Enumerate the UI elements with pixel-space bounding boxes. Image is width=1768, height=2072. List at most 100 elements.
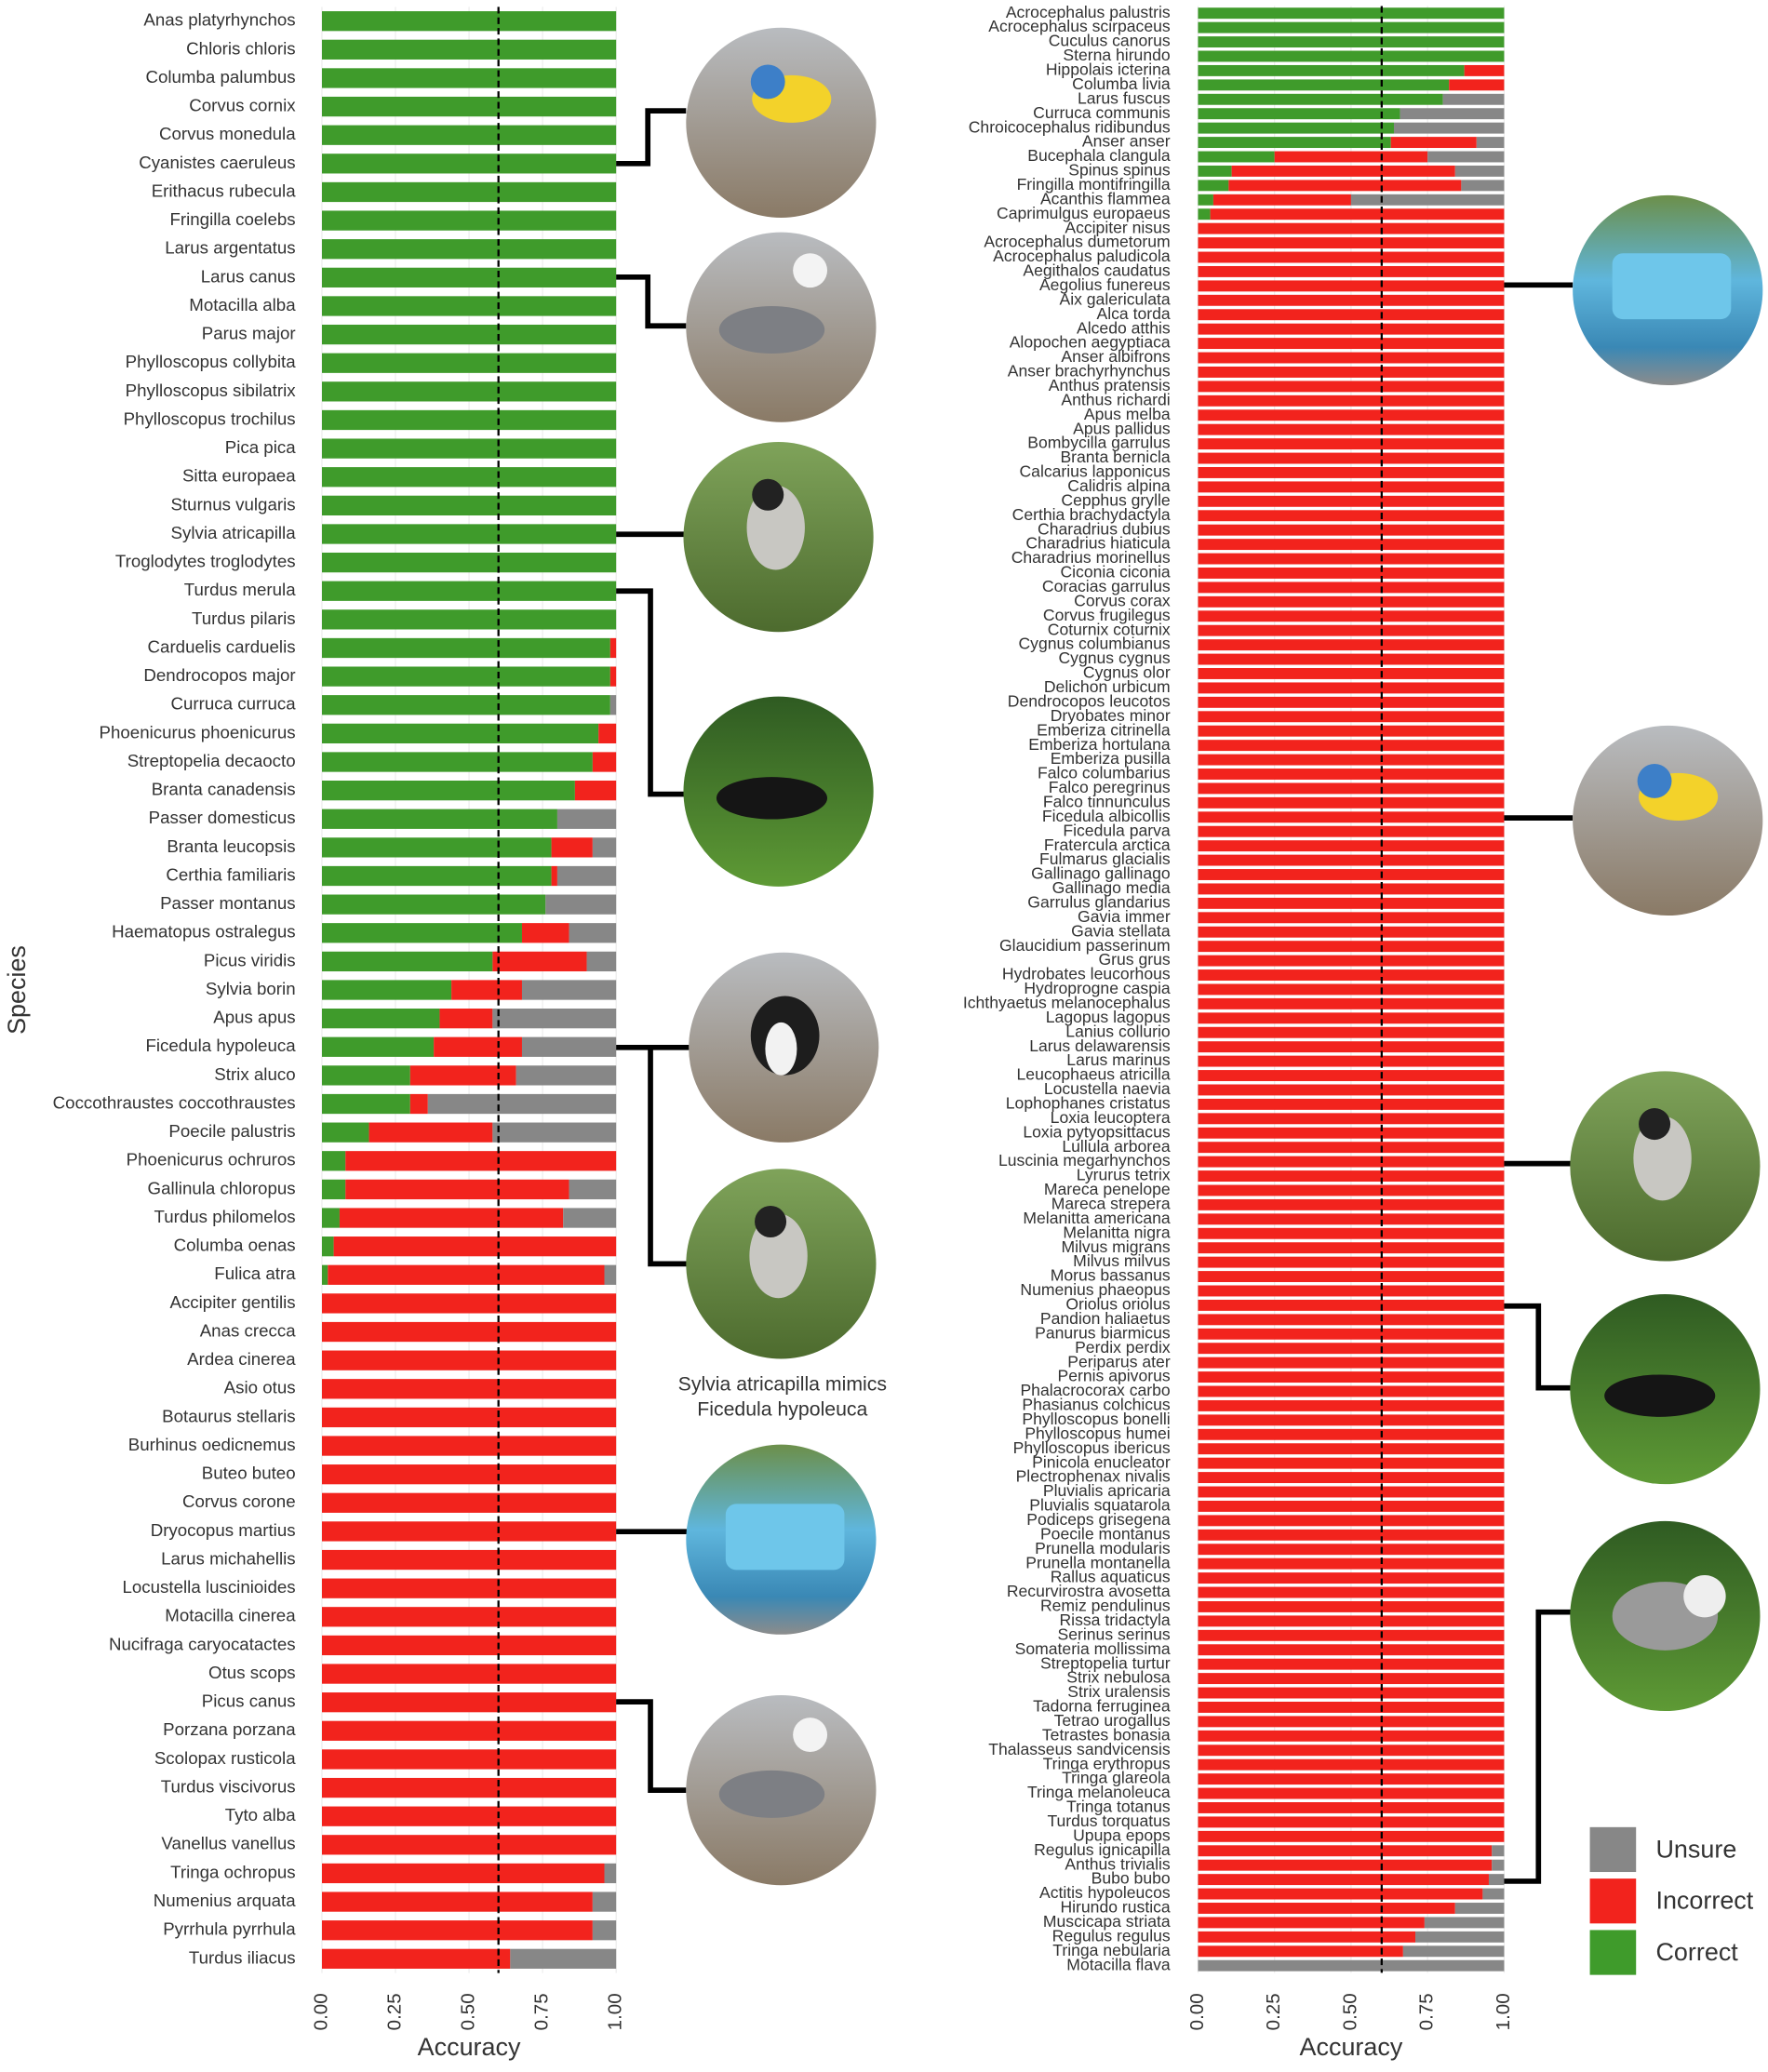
bar-segment (1198, 108, 1400, 120)
bar-segment (492, 1122, 617, 1143)
x-axis-label: Accuracy (418, 2033, 521, 2061)
bar-segment (434, 1036, 522, 1057)
bar-segment (1198, 1874, 1489, 1886)
bar-segment (492, 1009, 617, 1029)
category-label: Aegolius funereus (1039, 275, 1171, 294)
category-label: Turdus philomelos (154, 1207, 295, 1226)
category-label: Ichthyaetus melanocephalus (963, 994, 1171, 1012)
bar-segment (1198, 1256, 1505, 1268)
category-label: Hydroprogne caspia (1024, 979, 1171, 997)
bar-segment (492, 951, 587, 972)
bar-segment (321, 11, 617, 32)
bar-segment (1198, 1142, 1505, 1154)
bar-segment (1198, 381, 1505, 393)
bar-segment (321, 752, 593, 772)
category-label: Tetrao urogallus (1054, 1711, 1171, 1730)
bar-segment (1198, 1457, 1505, 1469)
bar-segment (609, 637, 617, 659)
photo-detail (716, 777, 828, 820)
category-label: Grus grus (1099, 950, 1171, 969)
category-label: Motacilla flava (1066, 1955, 1171, 1973)
bar-segment (1198, 668, 1505, 679)
bar-segment (1488, 1874, 1505, 1886)
category-label: Curruca curruca (171, 694, 297, 714)
bar-segment (1198, 1830, 1505, 1842)
bar-segment (521, 923, 569, 943)
category-label: Podiceps grisegena (1026, 1510, 1171, 1529)
category-label: Branta bernicla (1060, 448, 1170, 466)
category-label: Porzana porzana (163, 1719, 296, 1739)
bar-segment (1449, 79, 1505, 91)
bar-segment (1198, 1041, 1505, 1053)
category-label: Fringilla montifringilla (1017, 175, 1171, 194)
category-label: Luscinia megarhynchos (998, 1151, 1171, 1170)
bar-segment (321, 865, 552, 887)
bar-segment (1454, 1903, 1505, 1914)
bar-segment (1198, 1156, 1505, 1168)
bar-segment (1198, 338, 1505, 350)
bar-segment (1198, 1414, 1505, 1426)
category-label: Scolopax rusticola (154, 1748, 296, 1768)
x-tick-label: 0.25 (383, 1993, 405, 2030)
bar-segment (1198, 682, 1505, 694)
category-label: Acrocephalus dumetorum (984, 233, 1170, 251)
bar-segment (609, 666, 617, 687)
category-label: Strix nebulosa (1066, 1668, 1171, 1687)
bar-segment (321, 1635, 617, 1656)
x-tick-label: 0.75 (1416, 1993, 1438, 2030)
bar-segment (321, 353, 617, 373)
bar-segment (563, 1208, 617, 1228)
bar-segment (321, 666, 610, 687)
bar-segment (409, 1065, 516, 1086)
category-label: Lagopus lagopus (1046, 1008, 1171, 1026)
category-label: Dendrocopos leucotos (1008, 691, 1171, 710)
bar-segment (1198, 1787, 1505, 1799)
category-label: Botaurus stellaris (162, 1406, 295, 1425)
category-label: Carduelis carduelis (148, 636, 296, 656)
bar-segment (1198, 1399, 1505, 1411)
category-label: Cepphus grylle (1061, 490, 1170, 509)
category-label: Burhinus oedicnemus (128, 1435, 296, 1454)
category-label: Regulus ignicapilla (1034, 1840, 1171, 1859)
category-label: Sterna hirundo (1063, 46, 1171, 64)
bar-segment (1427, 151, 1505, 163)
category-label: Cyanistes caeruleus (139, 153, 295, 172)
bar-segment (592, 1920, 617, 1941)
bar-segment (1198, 1500, 1505, 1512)
bar-segment (1198, 1702, 1505, 1713)
bar-segment (1198, 467, 1505, 478)
bar-segment (1198, 1673, 1505, 1685)
bar-segment (333, 1237, 617, 1257)
category-label: Anser anser (1082, 132, 1171, 151)
category-label: Periparus ater (1067, 1352, 1171, 1370)
bar-segment (1198, 1242, 1505, 1254)
bar-segment (1198, 539, 1505, 551)
category-label: Fulica atra (214, 1263, 296, 1283)
bar-segment (1274, 151, 1428, 163)
category-label: Pluvialis apricaria (1043, 1481, 1171, 1500)
bar-segment (1198, 1428, 1505, 1440)
category-label: Pyrrhula pyrrhula (163, 1919, 296, 1939)
category-label: Anthus richardi (1061, 390, 1170, 408)
category-label: Tetrastes bonasia (1042, 1725, 1171, 1744)
category-label: Corvus corax (1074, 591, 1171, 609)
bar-segment (1198, 1917, 1425, 1929)
category-label: Pernis apivorus (1058, 1367, 1171, 1385)
bar-segment (1198, 180, 1229, 192)
photo-detail (755, 1205, 787, 1238)
category-label: Pica pica (225, 437, 296, 457)
category-label: Corvus frugilegus (1043, 606, 1171, 624)
category-label: Emberiza citrinella (1037, 720, 1171, 739)
category-label: Otus scops (208, 1663, 296, 1682)
category-label: Nucifraga caryocatactes (109, 1634, 296, 1653)
connector (648, 1047, 690, 1267)
bar-segment (574, 780, 617, 801)
bar-segment (1198, 1070, 1505, 1081)
bar-segment (1442, 93, 1505, 105)
category-label: Cuculus canorus (1049, 32, 1171, 50)
category-label: Phoenicurus ochruros (127, 1150, 296, 1170)
bar-segment (321, 1436, 617, 1456)
category-label: Hirundo rustica (1060, 1898, 1170, 1917)
category-label: Passer domesticus (149, 808, 296, 827)
